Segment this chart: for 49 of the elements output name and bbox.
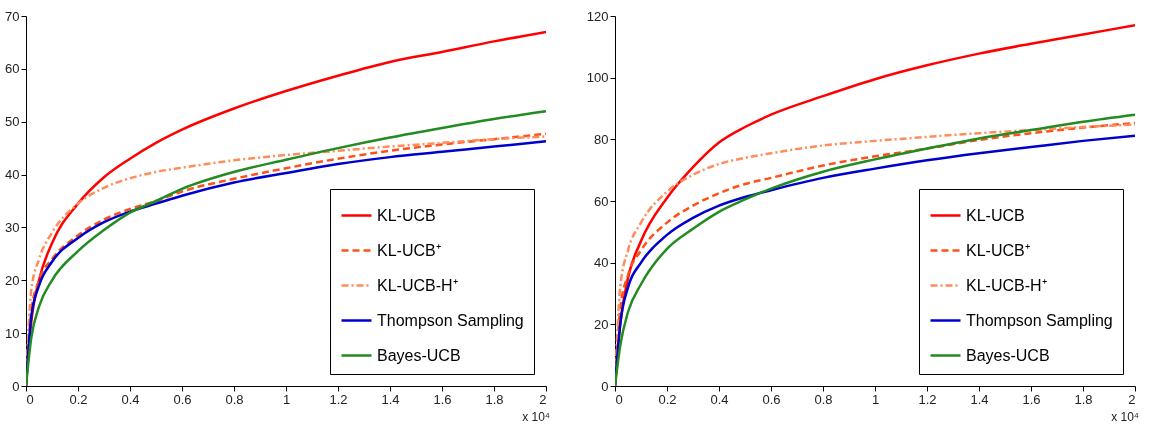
legend-label: KL-UCB bbox=[377, 206, 436, 224]
x-tick-label: 1 bbox=[871, 391, 880, 407]
x-tick-label: 0.6 bbox=[762, 391, 781, 407]
y-tick-label: 20 bbox=[594, 316, 609, 332]
x-tick-label: 0.4 bbox=[710, 391, 729, 407]
legend-label: KL-UCB bbox=[966, 206, 1025, 224]
y-tick-label: 80 bbox=[594, 131, 609, 147]
y-tick-label: 0 bbox=[12, 378, 20, 394]
legend-label: KL-UCB⁺ bbox=[966, 241, 1030, 259]
y-tick-label: 20 bbox=[5, 272, 20, 288]
legend-label: KL-UCB-H⁺ bbox=[966, 276, 1047, 294]
x-tick-label: 1.2 bbox=[918, 391, 937, 407]
x-tick-label: 0.6 bbox=[173, 391, 192, 407]
y-tick-label: 30 bbox=[5, 219, 20, 235]
x-tick-label: 1.4 bbox=[970, 391, 989, 407]
legend-label: Thompson Sampling bbox=[377, 311, 524, 329]
legend-label: KL-UCB-H⁺ bbox=[377, 276, 458, 294]
x-tick-label: 1.4 bbox=[381, 391, 400, 407]
x-tick-label: 1.8 bbox=[1074, 391, 1093, 407]
y-tick-label: 0 bbox=[601, 378, 609, 394]
x-tick-label: 0 bbox=[615, 391, 623, 407]
x-tick-label: 0.8 bbox=[814, 391, 833, 407]
y-tick-label: 70 bbox=[5, 8, 20, 24]
x-tick-label: 1.2 bbox=[329, 391, 348, 407]
x-tick-label: 0.8 bbox=[225, 391, 244, 407]
y-tick-label: 100 bbox=[586, 70, 609, 86]
legend-label: Bayes-UCB bbox=[966, 346, 1050, 364]
x-tick-label: 0.2 bbox=[69, 391, 88, 407]
y-tick-label: 120 bbox=[586, 8, 609, 24]
x-tick-label: 2 bbox=[1128, 391, 1136, 407]
y-tick-label: 50 bbox=[5, 114, 20, 130]
x-tick-label: 1.6 bbox=[433, 391, 452, 407]
x-tick-label: 0 bbox=[26, 391, 34, 407]
legend-label: Bayes-UCB bbox=[377, 346, 461, 364]
legend-label: Thompson Sampling bbox=[966, 311, 1113, 329]
y-tick-label: 60 bbox=[594, 193, 609, 209]
y-tick-label: 60 bbox=[5, 61, 20, 77]
text: x 10⁴ bbox=[1111, 410, 1139, 424]
x-tick-label: 1 bbox=[282, 391, 291, 407]
x-tick-label: 2 bbox=[539, 391, 547, 407]
y-tick-label: 10 bbox=[5, 325, 20, 341]
y-tick-label: 40 bbox=[5, 167, 20, 183]
x-tick-label: 0.2 bbox=[658, 391, 677, 407]
legend-label: KL-UCB⁺ bbox=[377, 241, 441, 259]
x-tick-label: 1.8 bbox=[485, 391, 504, 407]
x-tick-label: 0.4 bbox=[121, 391, 140, 407]
x-tick-label: 1.6 bbox=[1022, 391, 1041, 407]
text: x 10⁴ bbox=[522, 410, 550, 424]
y-tick-label: 40 bbox=[594, 255, 609, 271]
